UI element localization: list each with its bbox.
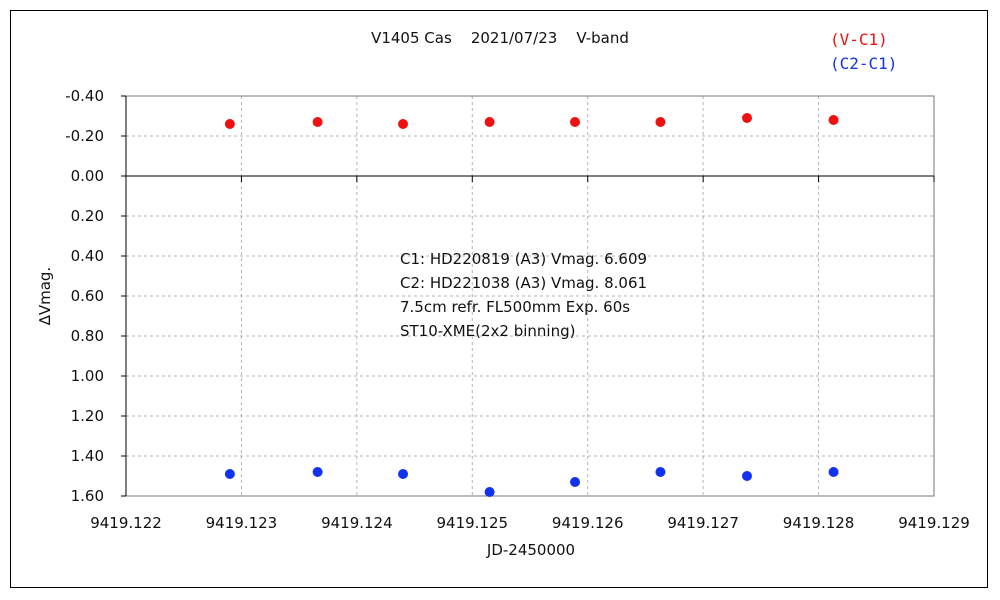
y-tick-label: 0.60 bbox=[71, 287, 104, 305]
y-tick-label: 1.60 bbox=[71, 487, 104, 505]
chart-frame bbox=[10, 10, 988, 588]
x-tick-label: 9419.126 bbox=[552, 514, 624, 532]
x-tick-label: 9419.124 bbox=[321, 514, 393, 532]
grid-lines bbox=[126, 96, 934, 496]
annotation-block: C1: HD220819 (A3) Vmag. 6.609 C2: HD2210… bbox=[400, 250, 647, 340]
legend-entry-v-c1: (V-C1) bbox=[830, 30, 888, 49]
annotation-line-3: 7.5cm refr. FL500mm Exp. 60s bbox=[400, 298, 630, 316]
y-tick-label: 0.80 bbox=[71, 327, 104, 345]
x-tick-labels: 9419.122 9419.123 9419.124 9419.125 9419.126… bbox=[90, 514, 970, 532]
y-tick-label: 0.40 bbox=[71, 247, 104, 265]
v-c1-point bbox=[828, 115, 839, 125]
v-c1-point bbox=[484, 117, 495, 127]
c2-c1-point bbox=[828, 467, 839, 477]
y-tick-label: 1.00 bbox=[71, 367, 104, 385]
annotation-line-1: C1: HD220819 (A3) Vmag. 6.609 bbox=[400, 250, 647, 268]
v-c1-point bbox=[398, 119, 409, 129]
x-tick-label: 9419.128 bbox=[783, 514, 855, 532]
y-tick-label: 1.20 bbox=[71, 407, 104, 425]
data-points bbox=[224, 113, 839, 497]
c2-c1-point bbox=[312, 467, 323, 477]
legend: (V-C1) (C2-C1) bbox=[830, 30, 897, 73]
x-tick-label: 9419.129 bbox=[898, 514, 970, 532]
v-c1-point bbox=[312, 117, 323, 127]
annotation-line-4: ST10-XME(2x2 binning) bbox=[400, 322, 575, 340]
x-tick-label: 9419.123 bbox=[206, 514, 278, 532]
c2-c1-point bbox=[484, 487, 495, 497]
annotation-line-2: C2: HD221038 (A3) Vmag. 8.061 bbox=[400, 274, 647, 292]
v-c1-point bbox=[655, 117, 666, 127]
x-axis-label: JD-2450000 bbox=[486, 541, 575, 559]
x-tick-label: 9419.122 bbox=[90, 514, 162, 532]
x-tick-label: 9419.127 bbox=[667, 514, 739, 532]
c2-c1-point bbox=[742, 471, 753, 481]
axes bbox=[121, 95, 935, 497]
legend-entry-c2-c1: (C2-C1) bbox=[830, 54, 897, 73]
c2-c1-point bbox=[224, 469, 235, 479]
y-tick-label: -0.20 bbox=[65, 127, 104, 145]
c2-c1-point bbox=[570, 477, 581, 487]
y-tick-label: -0.40 bbox=[65, 87, 104, 105]
v-c1-point bbox=[570, 117, 581, 127]
c2-c1-point bbox=[398, 469, 409, 479]
y-tick-label: 1.40 bbox=[71, 447, 104, 465]
x-tick-label: 9419.125 bbox=[436, 514, 508, 532]
v-c1-point bbox=[742, 113, 753, 123]
chart-title: V1405 Cas 2021/07/23 V-band bbox=[371, 29, 629, 47]
y-axis-label: ∆Vmag. bbox=[36, 267, 54, 326]
c2-c1-point bbox=[655, 467, 666, 477]
v-c1-point bbox=[224, 119, 235, 129]
y-tick-label: 0.00 bbox=[71, 167, 104, 185]
y-tick-label: 0.20 bbox=[71, 207, 104, 225]
y-tick-labels: -0.40 -0.20 0.00 0.20 0.40 0.60 0.80 1.00 1.20 1.… bbox=[65, 87, 104, 505]
